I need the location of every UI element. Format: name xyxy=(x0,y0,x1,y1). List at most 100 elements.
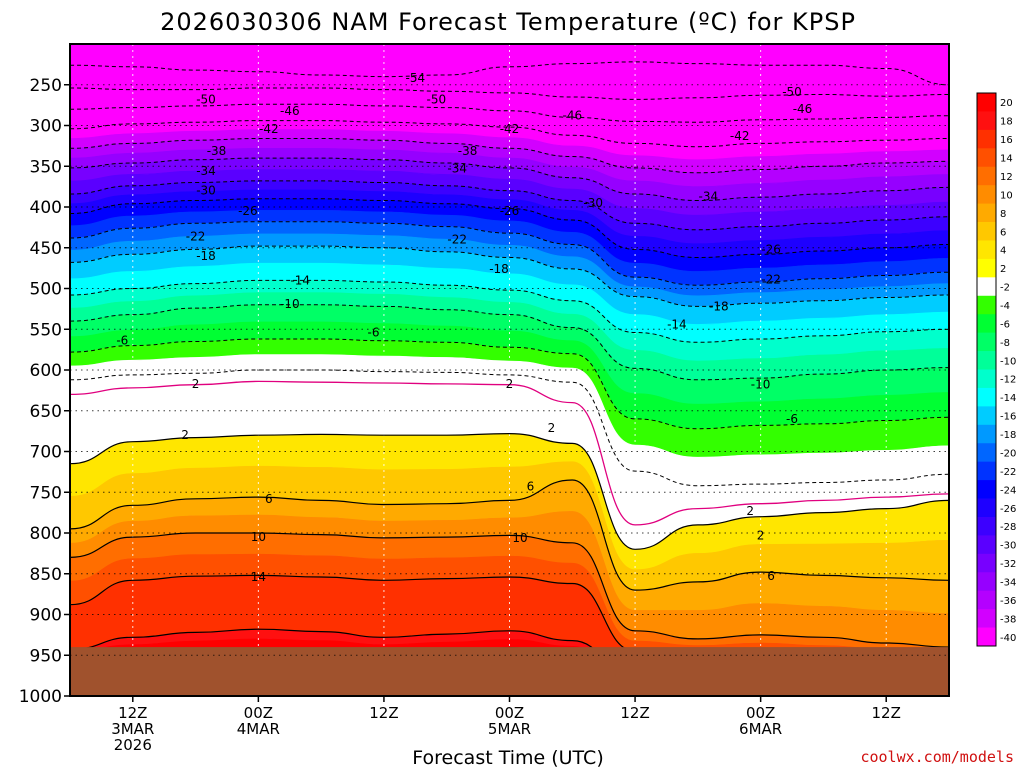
colorbar-label: 12 xyxy=(1000,172,1013,183)
contour-label-text: 2 xyxy=(757,528,765,542)
contour-label-text: -10 xyxy=(751,378,771,392)
colorbar-label: -26 xyxy=(1000,504,1016,515)
contour-label: 2 xyxy=(746,504,754,518)
colorbar-label: 16 xyxy=(1000,135,1013,146)
colorbar-swatch xyxy=(977,480,996,499)
contour-label-text: -14 xyxy=(290,273,310,287)
contour-label: -10 xyxy=(751,378,771,392)
contour-label-text: 14 xyxy=(251,570,266,584)
contour-label-text: -10 xyxy=(280,297,300,311)
contour-label: -22 xyxy=(761,273,781,287)
colorbar-frame xyxy=(976,92,997,647)
colorbar-label: 8 xyxy=(1000,209,1006,220)
contour-label: -6 xyxy=(116,334,128,348)
isotherm-solid xyxy=(70,479,949,591)
plot-area: -54-50 -50-50-46 -46 -46-42 -42-42-38 -38-34-… xyxy=(70,44,949,696)
contour-label-text: 6 xyxy=(767,569,775,583)
contour-label-text: -42 xyxy=(259,122,279,136)
isotherm-solid xyxy=(70,432,949,550)
y-tick-label: 750 xyxy=(30,483,62,503)
colorbar-swatch xyxy=(977,203,996,223)
contour-label: -46 xyxy=(793,102,813,116)
colorbar-label: -16 xyxy=(1000,412,1016,423)
x-tick-label: 3MAR xyxy=(111,720,154,738)
contour-label: -26 xyxy=(761,242,781,256)
colorbar-label: -20 xyxy=(1000,448,1016,459)
isotherm-dashed xyxy=(70,120,949,148)
colorbar-swatch xyxy=(977,166,996,186)
contour-label: -6 xyxy=(368,326,380,340)
x-axis-label: Forecast Time (UTC) xyxy=(412,747,603,768)
colorbar-swatch xyxy=(977,258,996,278)
colorbar-label: -30 xyxy=(1000,541,1016,552)
colorbar-swatch xyxy=(977,240,996,260)
isotherm-solid xyxy=(70,532,949,648)
contour-label-text: -54 xyxy=(405,71,425,85)
colorbar-swatch xyxy=(977,277,996,297)
x-tick-label: 12Z xyxy=(872,704,901,722)
y-tick-label: 300 xyxy=(30,117,62,137)
x-tick-label: 4MAR xyxy=(237,720,280,738)
contour-label: -30 xyxy=(583,196,603,210)
colorbar-label: -36 xyxy=(1000,596,1016,607)
y-tick-label: 550 xyxy=(30,320,62,340)
colorbar-swatch xyxy=(977,406,996,426)
colorbar-swatch xyxy=(977,498,996,518)
contour-label: -18 xyxy=(709,299,729,313)
y-tick-label: 250 xyxy=(30,76,62,96)
contour-label-text: -38 xyxy=(207,144,227,158)
contour-label-text: -46 xyxy=(562,109,582,123)
colorbar-swatch xyxy=(977,443,996,463)
contour-label: 2 xyxy=(548,421,556,435)
contour-label-text: -34 xyxy=(447,162,467,176)
contour-label: -26 xyxy=(500,204,520,218)
colorbar-swatch xyxy=(977,424,996,444)
contour-label-text: -6 xyxy=(368,326,380,340)
colorbar-legend: 20 18 16 14 12 10 8 6 4 2 -2 -4 -6 -8 -10 -12 -14 -16 -18 -… xyxy=(976,92,1016,647)
contour-label-text: 6 xyxy=(527,480,535,494)
y-tick-label: 700 xyxy=(30,443,62,463)
y-tick-label: 650 xyxy=(30,402,62,422)
contour-label: -34 xyxy=(447,162,467,176)
contour-label: -50 xyxy=(426,92,446,106)
x-tick-label: 2026 xyxy=(114,736,152,754)
colorbar-label: -28 xyxy=(1000,522,1016,533)
contour-label: -14 xyxy=(290,273,310,287)
colorbar-label: -14 xyxy=(1000,393,1016,404)
colorbar-swatch xyxy=(977,553,996,573)
contour-label-text: 2 xyxy=(181,428,189,442)
colorbar-swatch xyxy=(977,387,996,407)
y-tick-label: 800 xyxy=(30,524,62,544)
x-tick-label: 12Z xyxy=(369,704,398,722)
contour-label: -18 xyxy=(196,249,216,263)
x-tick-label: 00Z xyxy=(746,704,775,722)
contour-label: -54 xyxy=(405,71,425,85)
contour-label-text: -42 xyxy=(730,129,750,143)
contour-label-text: -46 xyxy=(280,104,300,118)
contour-label: -38 xyxy=(207,144,227,158)
contour-label: -38 xyxy=(458,144,478,158)
y-tick-label: 950 xyxy=(30,646,62,666)
contour-label-text: -30 xyxy=(583,196,603,210)
colorbar-swatch xyxy=(977,627,996,647)
colorbar-swatch xyxy=(977,516,996,536)
isotherm-zero xyxy=(70,380,949,526)
contour-label-text: 2 xyxy=(548,421,556,435)
contour-label: 6 xyxy=(767,569,775,583)
colorbar-swatch xyxy=(977,148,996,168)
colorbar-label: -12 xyxy=(1000,375,1016,386)
colorbar-label: 6 xyxy=(1000,227,1006,238)
contour-label-text: -34 xyxy=(196,164,216,178)
contour-label-text: -46 xyxy=(793,102,813,116)
colorbar-label: 2 xyxy=(1000,264,1006,275)
terrain-ground xyxy=(70,647,949,696)
y-tick-label: 600 xyxy=(30,361,62,381)
isotherm-dashed xyxy=(70,245,949,307)
isotherm-contours xyxy=(70,61,949,681)
contour-label-text: -38 xyxy=(458,144,478,158)
contour-label: -10 xyxy=(280,297,300,311)
contour-label: -46 xyxy=(280,104,300,118)
colorbar-label: -22 xyxy=(1000,467,1016,478)
contour-label: -6 xyxy=(786,412,798,426)
